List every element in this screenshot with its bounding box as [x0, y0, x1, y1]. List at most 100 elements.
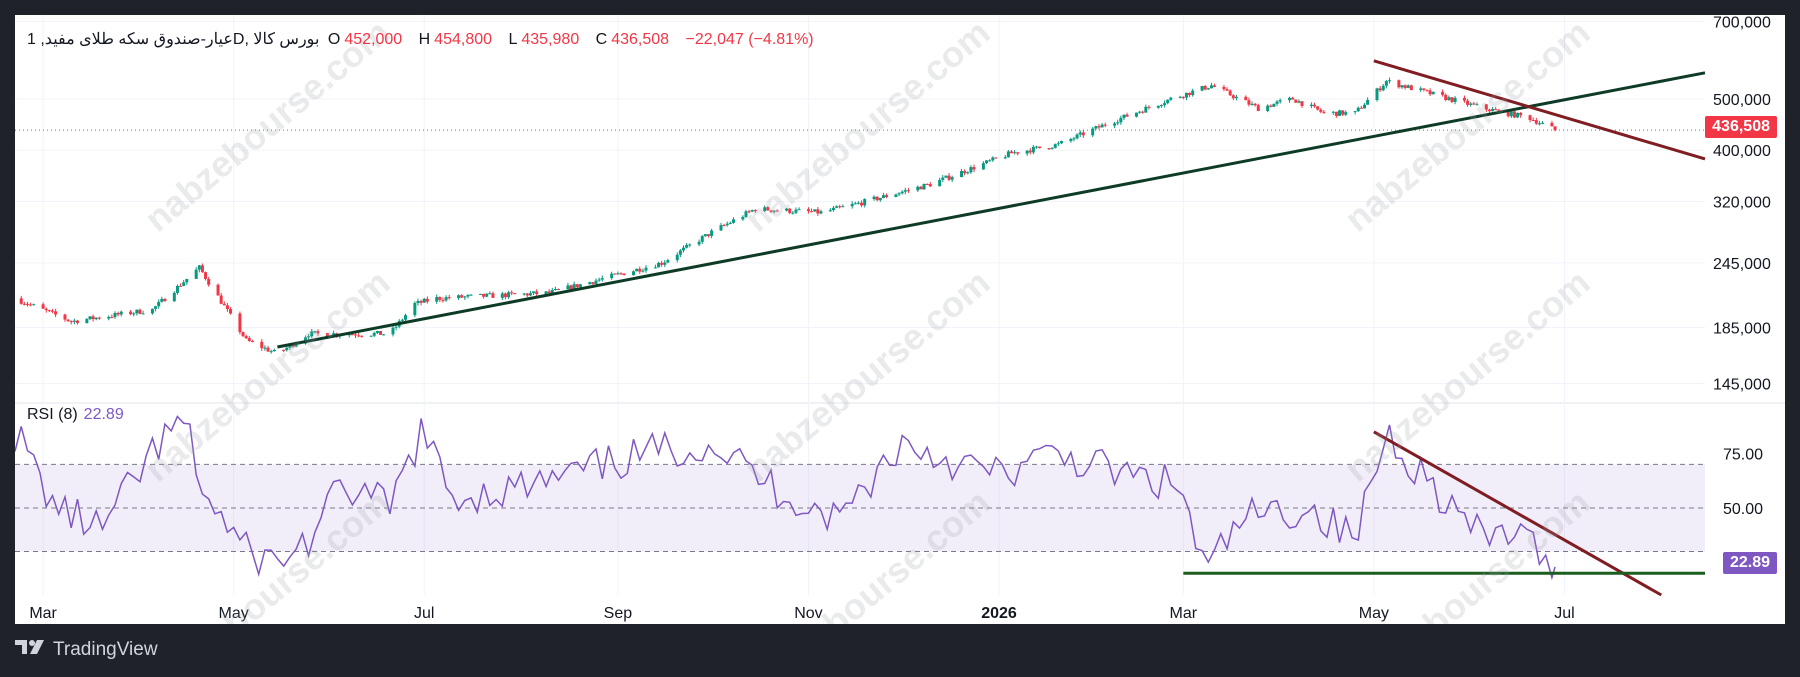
candle-body — [925, 183, 929, 185]
candle-body — [400, 319, 404, 321]
candle-body — [528, 293, 532, 296]
candle-body — [129, 311, 133, 315]
candle-body — [1206, 88, 1210, 90]
candle-body — [163, 298, 167, 302]
time-axis-tick-label: Jul — [414, 605, 434, 622]
candle-body — [1506, 110, 1510, 117]
candle-body — [1294, 99, 1298, 103]
candle-body — [1163, 103, 1167, 106]
candle-body — [766, 207, 770, 211]
candle-body — [1028, 150, 1032, 153]
candle-body — [94, 317, 98, 320]
tradingview-brand[interactable]: TradingView — [53, 639, 158, 660]
candle-body — [1313, 104, 1317, 107]
candle-body — [1291, 97, 1295, 100]
change-value: −22,047 (−4.81%) — [685, 31, 814, 48]
time-axis-tick-label: Mar — [29, 605, 57, 622]
candle-body — [1006, 151, 1010, 158]
candle-body — [282, 349, 286, 351]
candle-body — [1334, 111, 1338, 116]
candle-body — [1103, 124, 1107, 126]
candle-body — [1203, 86, 1207, 90]
symbol-title[interactable]: عیار-صندوق سکه طلای مفید, 1D, بورس کالا — [27, 31, 320, 48]
candle-body — [1181, 96, 1185, 98]
price-axis-tick-label: 500,000 — [1713, 92, 1771, 109]
candle-body — [157, 301, 161, 307]
candle-body — [1363, 104, 1367, 109]
candle-body — [1244, 96, 1248, 101]
candle-body — [488, 293, 492, 295]
price-trendline-resistance — [1373, 59, 1706, 161]
open-value: 452,000 — [344, 31, 403, 48]
candle-body — [788, 208, 792, 213]
candle-body — [1097, 126, 1101, 128]
candle-body — [566, 285, 570, 290]
time-axis-tick-label: Jul — [1554, 605, 1574, 622]
candle-body — [525, 293, 529, 296]
candle-body — [1134, 112, 1138, 117]
time-axis-tick-label: Sep — [604, 605, 633, 622]
tradingview-logo-icon[interactable] — [15, 638, 47, 662]
candle-body — [313, 331, 317, 333]
candle-body — [382, 334, 386, 336]
rsi-axis-tick-label: 75.00 — [1723, 447, 1763, 464]
candle-body — [981, 163, 985, 170]
candle-body — [697, 241, 701, 245]
price-axis-tick-label: 400,000 — [1713, 143, 1771, 160]
candle-body — [641, 270, 645, 272]
candle-body — [266, 347, 270, 352]
candle-body — [200, 265, 204, 273]
candle-body — [794, 209, 798, 213]
chart-svg[interactable]: 700,000 500,000 400,000 320,000 245,000 185,0… — [15, 15, 1785, 624]
candle-body — [1447, 97, 1451, 101]
price-axis-tick-label: 320,000 — [1713, 195, 1771, 212]
candle-body — [1119, 117, 1123, 123]
candle-body — [1200, 86, 1204, 91]
candle-body — [619, 273, 623, 275]
candle-body — [1487, 109, 1491, 112]
candle-body — [550, 290, 554, 293]
candle-body — [1366, 99, 1370, 105]
candle-body — [1031, 146, 1035, 153]
candle-body — [725, 223, 729, 226]
candle-body — [29, 304, 33, 306]
candle-body — [197, 265, 201, 270]
candle-body — [1444, 94, 1448, 101]
candle-body — [229, 309, 233, 314]
last-price-tag: 436,508 — [1705, 116, 1777, 138]
candle-body — [791, 212, 795, 214]
candle-body — [828, 210, 832, 212]
candle-body — [881, 195, 885, 198]
candle-body — [1010, 151, 1014, 154]
candle-body — [32, 304, 36, 306]
candle-body — [553, 288, 557, 291]
candle-body — [1138, 111, 1142, 113]
candle-body — [666, 260, 670, 263]
candle-body — [1034, 146, 1038, 148]
candle-body — [535, 291, 539, 295]
candle-body — [1466, 100, 1470, 105]
candle-body — [900, 191, 904, 194]
candle-body — [897, 193, 901, 195]
candle-body — [154, 306, 158, 309]
candle-body — [422, 298, 426, 303]
candle-body — [1472, 103, 1476, 105]
candle-body — [1425, 89, 1429, 91]
candle-body — [557, 288, 561, 290]
candle-body — [613, 273, 617, 275]
price-trendline-support — [277, 71, 1706, 349]
candle-body — [853, 203, 857, 205]
candle-body — [219, 295, 223, 304]
candle-body — [544, 291, 548, 295]
candle-body — [238, 313, 242, 333]
candle-body — [678, 250, 682, 255]
low-label: L — [508, 31, 518, 48]
chart-frame[interactable]: 700,000 500,000 400,000 320,000 245,000 185,0… — [15, 15, 1785, 624]
rsi-legend-label[interactable]: RSI (8) — [27, 406, 78, 423]
candle-body — [1319, 109, 1323, 112]
candle-body — [841, 206, 845, 208]
candle-body — [1278, 100, 1282, 102]
candle-body — [444, 297, 448, 301]
candle-body — [775, 210, 779, 212]
candle-body — [1341, 110, 1345, 115]
